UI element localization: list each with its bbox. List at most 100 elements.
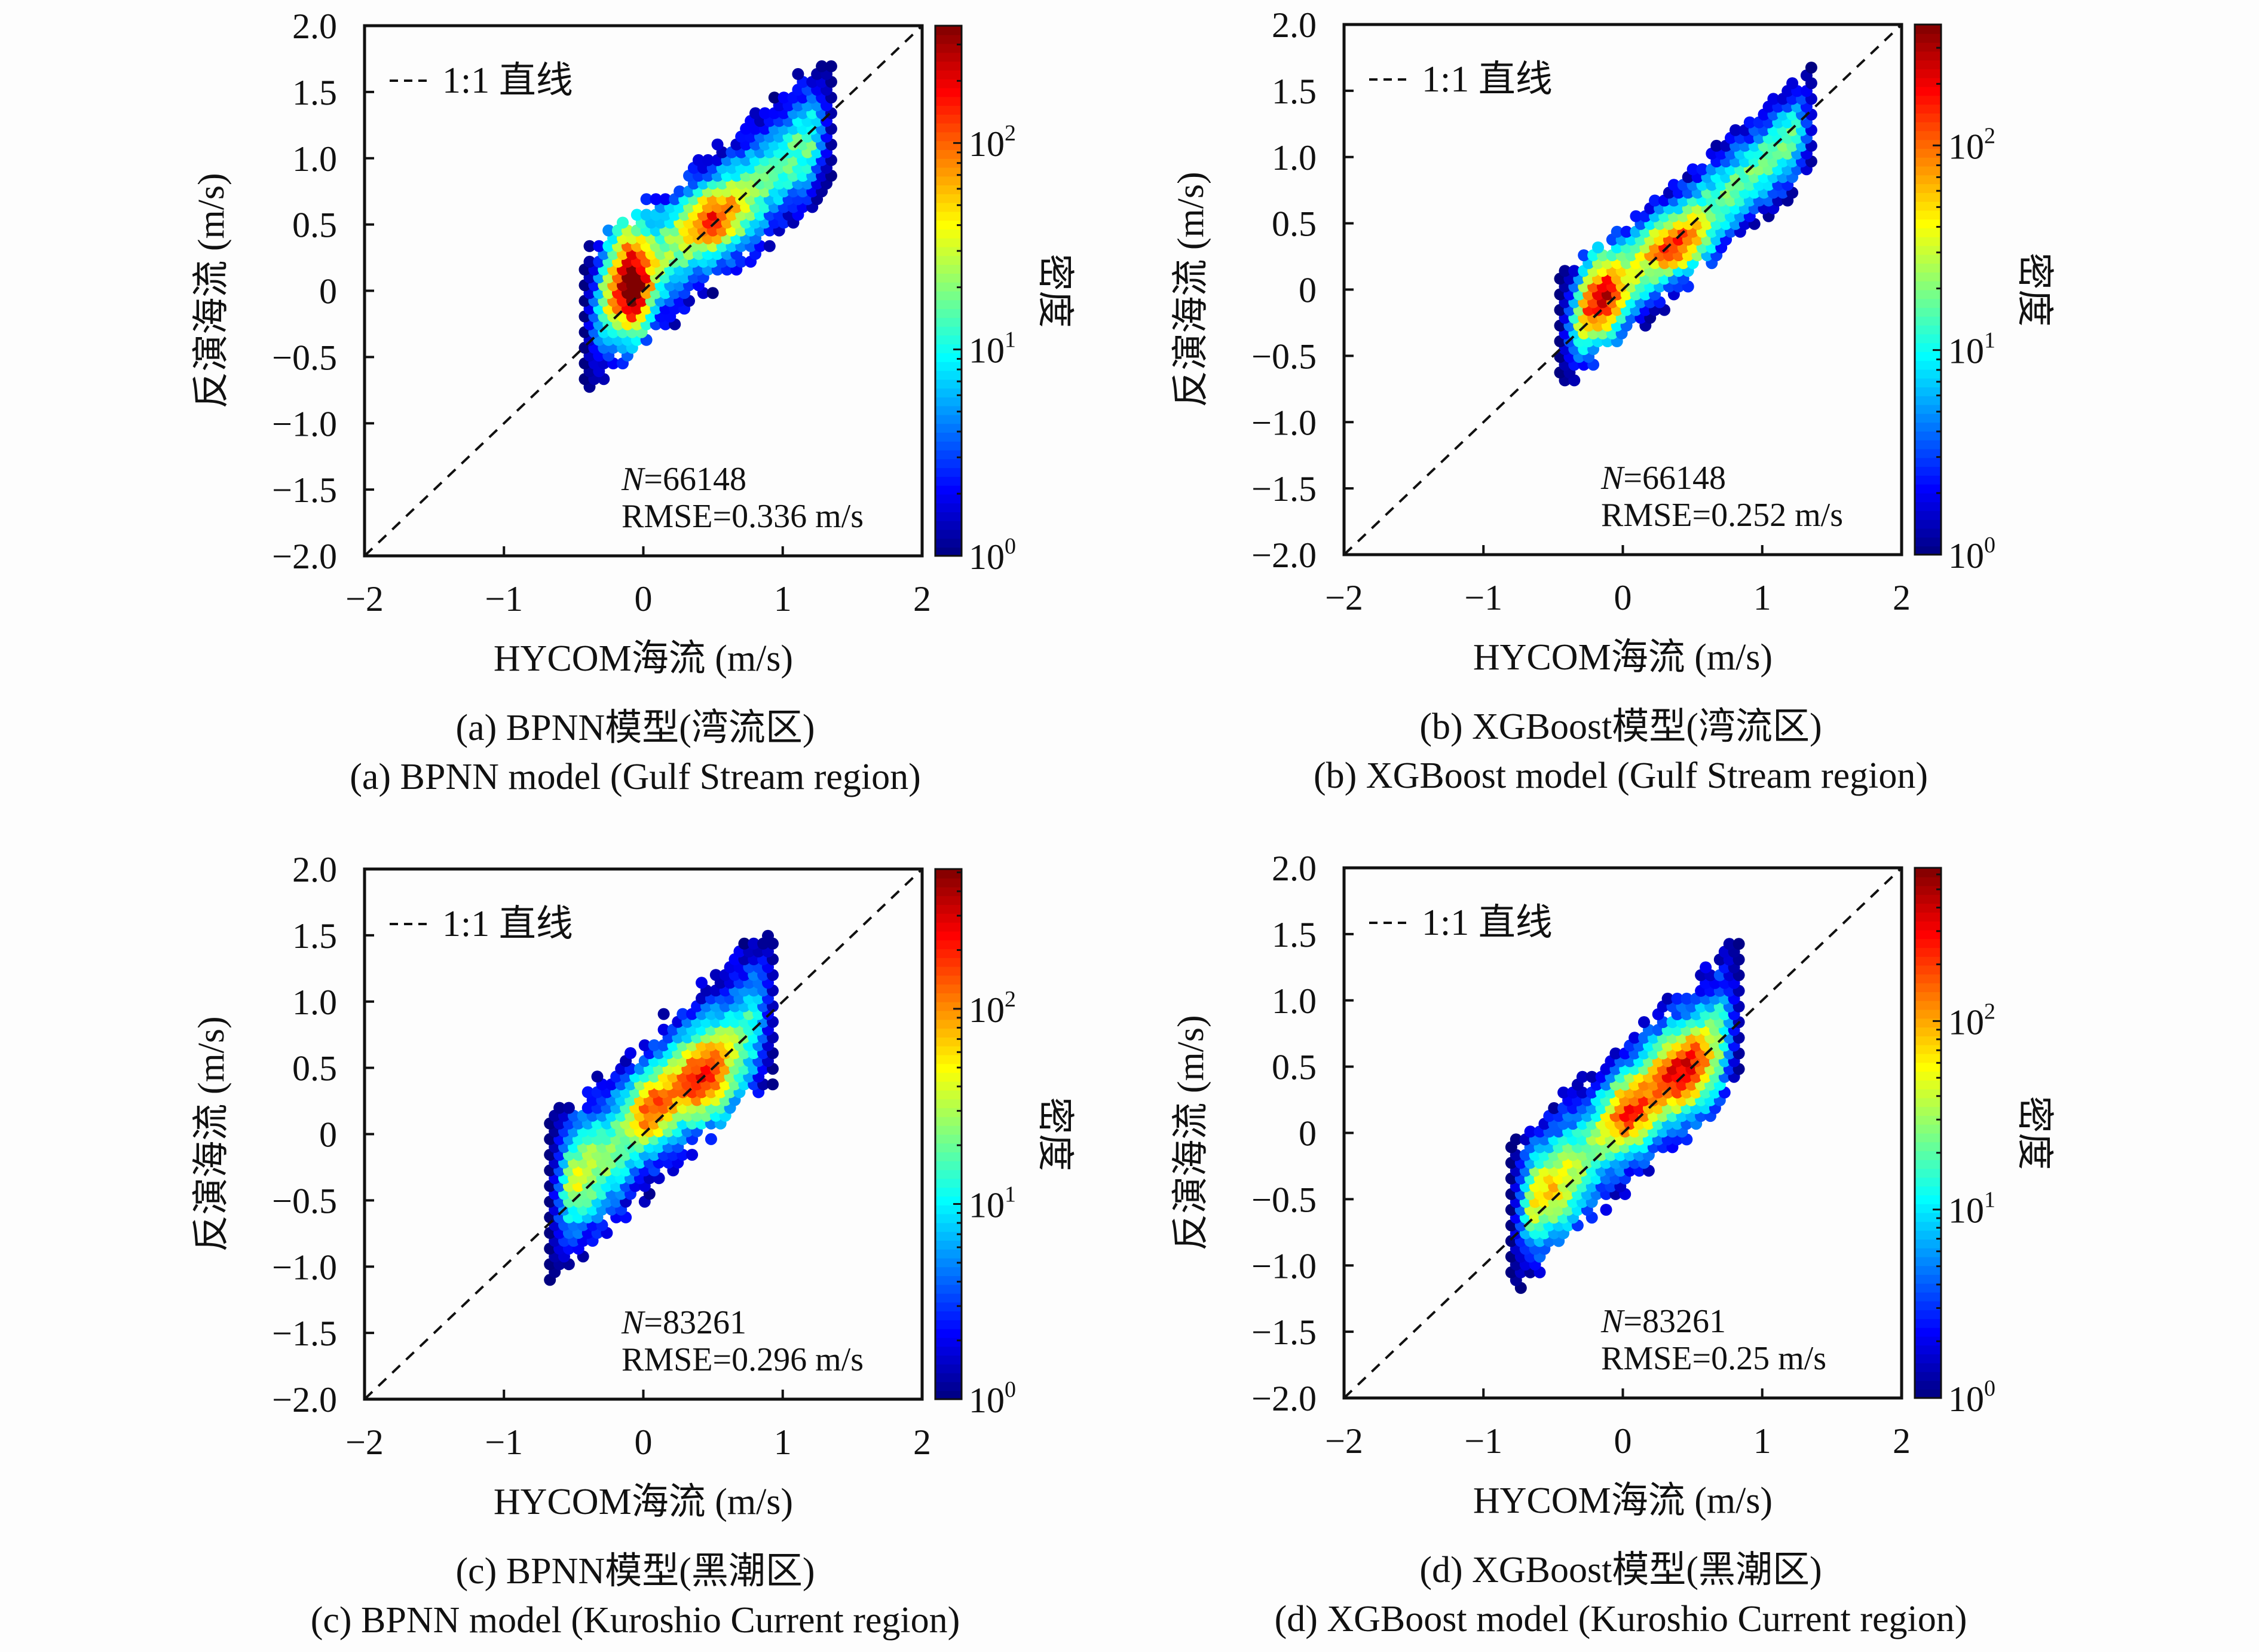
colorbar-segment (1915, 1230, 1941, 1240)
colorbar-segment (1915, 369, 1941, 379)
hexbin-cell (625, 1047, 636, 1059)
colorbar-segment (1915, 130, 1941, 140)
y-tick-label: −1.0 (1251, 1246, 1317, 1286)
hexbin-cell (657, 1023, 670, 1036)
hexbin-cell (1671, 992, 1683, 1005)
colorbar-segment (935, 335, 962, 345)
hexbin-cell (1578, 249, 1590, 262)
colorbar-segment (1915, 351, 1941, 361)
colorbar-segment (935, 440, 962, 451)
colorbar-segment (1915, 1212, 1941, 1222)
colorbar-segment (935, 1284, 962, 1294)
colorbar-segment (1915, 1124, 1941, 1134)
colorbar-tick-base: 10 (1948, 1002, 1984, 1042)
colorbar-segment (935, 131, 962, 142)
colorbar-tick-exponent: 0 (1005, 534, 1016, 559)
colorbar-segment (1915, 1071, 1941, 1081)
y-tick-label: 1.5 (292, 916, 337, 956)
colorbar-segment (935, 494, 962, 504)
colorbar-segment (1915, 360, 1941, 370)
colorbar-segment (1915, 1088, 1941, 1099)
colorbar-segment (935, 167, 962, 177)
colorbar-segment (1915, 439, 1941, 449)
colorbar-segment (1915, 1221, 1941, 1231)
colorbar-segment (1915, 254, 1941, 264)
colorbar-segment (1915, 192, 1941, 202)
colorbar-tick-label: 100 (969, 1377, 1016, 1420)
legend-label: 1:1 直线 (1422, 59, 1553, 100)
x-tick-label: −1 (1464, 578, 1502, 617)
colorbar-tick-exponent: 0 (1984, 533, 1995, 558)
colorbar-segment (935, 1099, 962, 1109)
colorbar-frame (1914, 867, 1942, 1399)
colorbar-segment (1915, 413, 1941, 423)
colorbar-segment (935, 1319, 962, 1329)
colorbar-segment (1915, 33, 1941, 43)
y-tick-label: −1.5 (1251, 1313, 1317, 1352)
y-tick-label: 0 (1299, 1114, 1317, 1154)
colorbar-segment (1915, 325, 1941, 335)
colorbar-segment (935, 1240, 962, 1250)
x-tick-label: 0 (1614, 1421, 1632, 1461)
colorbar-segment (935, 290, 962, 301)
colorbar-segment (1915, 475, 1941, 485)
x-tick-label: 2 (1893, 1421, 1911, 1461)
colorbar-segment (1915, 139, 1941, 149)
hexbin-cell (1805, 62, 1817, 74)
hexbin-cell (1585, 1070, 1598, 1083)
colorbar-segment (935, 96, 962, 106)
y-axis-label: 反演海流 (m/s) (1171, 1015, 1211, 1250)
colorbar-segment (1915, 929, 1941, 940)
colorbar-segment (1915, 431, 1941, 440)
colorbar-tick-exponent: 1 (1005, 1182, 1016, 1207)
colorbar-segment (1915, 42, 1941, 52)
colorbar-segment (1915, 1106, 1941, 1116)
colorbar-segment (1915, 1062, 1941, 1072)
hexbin-cell (749, 107, 761, 120)
colorbar-segment (1915, 1186, 1941, 1195)
colorbar-tick-base: 10 (969, 990, 1005, 1030)
colorbar-segment (935, 1090, 962, 1100)
hexbin-cell (1510, 1133, 1522, 1146)
colorbar-segment (935, 940, 962, 950)
x-tick-label: −2 (345, 579, 384, 619)
colorbar-segment (1915, 422, 1941, 432)
colorbar-segment (935, 1187, 962, 1197)
x-axis-label: HYCOM海流 (m/s) (1473, 637, 1773, 678)
colorbar-segment (935, 966, 962, 976)
hexbin-cell (677, 1008, 689, 1020)
colorbar-segment (1915, 121, 1941, 131)
colorbar-tick-label: 101 (969, 328, 1016, 371)
colorbar-segment (935, 1266, 962, 1277)
colorbar-segment (935, 1363, 962, 1373)
hexbin-cells (1505, 938, 1745, 1294)
hexbin-cell (583, 255, 596, 268)
hexbin-cell (583, 240, 596, 252)
colorbar-segment (935, 344, 962, 353)
colorbar-segment (1915, 1380, 1941, 1390)
colorbar-segment (1915, 894, 1941, 904)
colorbar-segment (935, 43, 962, 53)
colorbar-segment (935, 26, 962, 35)
hexbin-cell (768, 91, 780, 104)
x-tick-label: 1 (774, 1422, 792, 1462)
panel-c: −2 −1 0 1 2 2.0 1.5 1.0 0.5 0 −0.5 −1.0 −1.5 −2.0 HYCO… (191, 850, 1075, 1641)
y-axis-label: 反演海流 (m/s) (191, 173, 232, 408)
colorbar-tick-base: 10 (1948, 1379, 1984, 1419)
colorbar-segment (1915, 457, 1941, 467)
colorbar-segment (1915, 885, 1941, 895)
colorbar-segment (935, 949, 962, 958)
colorbar-segment (935, 1372, 962, 1382)
colorbar-segment (1915, 271, 1941, 282)
annotation-n-value: =66148 (644, 461, 746, 498)
x-tick-label: −2 (1325, 578, 1363, 617)
annotation-rmse: RMSE=0.336 m/s (622, 498, 864, 535)
colorbar-segment (935, 1028, 962, 1038)
caption-english: (b) XGBoost model (Gulf Stream region) (1314, 755, 1928, 796)
colorbar-segment (935, 326, 962, 336)
colorbar-segment (935, 984, 962, 993)
colorbar-tick-exponent: 2 (1984, 123, 1995, 148)
y-tick-label: 2.0 (1272, 5, 1317, 45)
y-tick-label: −1.0 (1251, 403, 1317, 442)
colorbar-frame (1914, 23, 1942, 556)
